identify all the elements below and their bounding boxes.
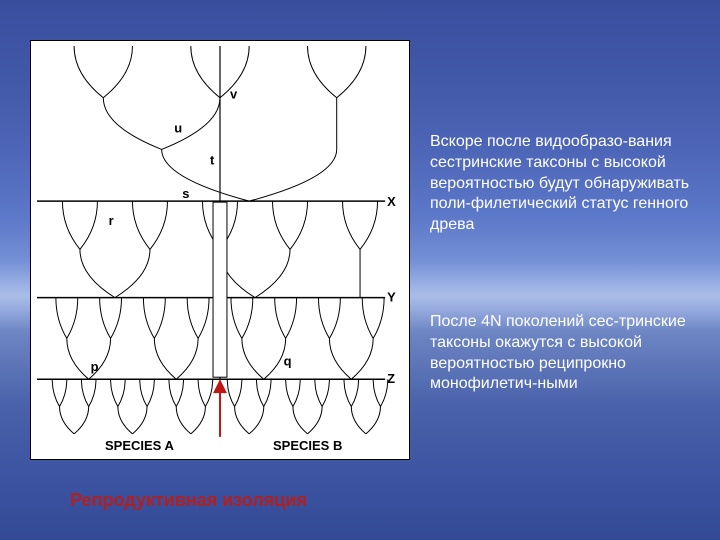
marker-s: s (182, 186, 189, 201)
paragraph-2: После 4N поколений сес-тринские таксоны … (430, 312, 698, 395)
coalescent-diagram: X Y Zp q r s t u v SPECIES A SPECIES B (30, 40, 410, 460)
species-b-label: SPECIES B (273, 438, 342, 453)
marker-p: p (91, 359, 99, 374)
marker-Y: Y (387, 290, 396, 305)
marker-Z: Z (387, 371, 395, 386)
marker-q: q (284, 353, 292, 368)
marker-r: r (109, 213, 114, 228)
marker-u: u (174, 121, 182, 136)
marker-t: t (210, 152, 215, 167)
diagram-svg: X Y Zp q r s t u v (31, 41, 409, 459)
marker-X: X (387, 194, 396, 209)
paragraph-1: Вскоре после видообразо-вания сестрински… (430, 132, 698, 236)
reproductive-isolation-label: Репродуктивная изоляция (70, 490, 307, 511)
marker-v: v (230, 87, 238, 102)
species-a-label: SPECIES A (105, 438, 174, 453)
